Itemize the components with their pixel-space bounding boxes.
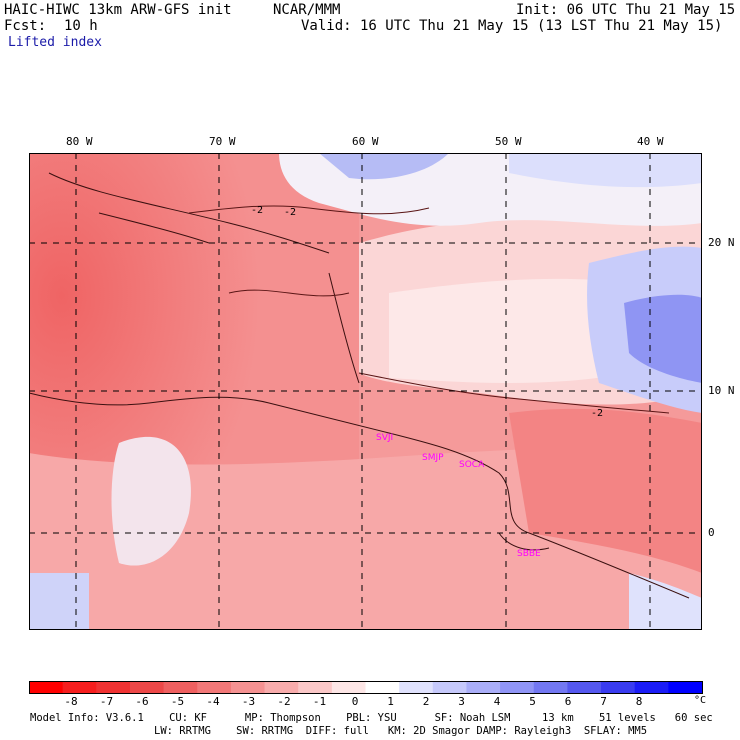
lat-label-20n: 20 N xyxy=(708,236,735,249)
org-label: NCAR/MMM xyxy=(273,2,341,18)
colorbar-swatch xyxy=(331,681,366,694)
colorbar-swatch xyxy=(230,681,266,694)
field-north-lightblue xyxy=(509,153,702,188)
colorbar-swatch xyxy=(466,681,501,694)
field-central-pale xyxy=(389,278,629,383)
model-title: HAIC-HIWC 13km ARW-GFS init xyxy=(4,2,232,18)
colorbar-tick-label: -1 xyxy=(312,695,327,708)
field-southeast xyxy=(509,408,702,573)
colorbar-swatch xyxy=(163,681,198,694)
colorbar-tick-label: -5 xyxy=(170,695,185,708)
coastline-lesser-antilles xyxy=(328,272,360,384)
lon-label-50w: 50 W xyxy=(495,135,522,148)
map-frame xyxy=(29,153,702,630)
lon-label-80w: 80 W xyxy=(66,135,93,148)
colorbar-swatch xyxy=(500,681,535,694)
colorbar-tick-label: -4 xyxy=(206,695,220,708)
colorbar-tick-label: 7 xyxy=(600,695,607,708)
colorbar-swatch xyxy=(96,681,131,694)
colorbar-tick-label: -3 xyxy=(241,695,256,708)
lon-label-70w: 70 W xyxy=(209,135,236,148)
forecast-label: Fcst: xyxy=(4,18,47,34)
colorbar-tick-label: 8 xyxy=(635,695,643,708)
colorbar-swatch xyxy=(365,681,400,694)
lon-label-40w: 40 W xyxy=(637,135,664,148)
colorbar-tick-label: 3 xyxy=(458,695,465,708)
station-smjp: SMJP xyxy=(422,453,444,463)
model-info-line1: Model Info: V3.6.1 CU: KF MP: Thompson P… xyxy=(30,712,713,724)
lifted-index-map: -2 -2 -2 SVJI SMJP SOCA SBBE xyxy=(29,153,702,630)
colorbar-tick-label: 2 xyxy=(422,695,430,708)
colorbar-swatch xyxy=(264,681,299,694)
contour-label-left: -2 xyxy=(251,205,263,216)
contour-lines xyxy=(188,205,670,414)
colorbar-swatch xyxy=(567,681,602,694)
colorbar-swatch xyxy=(668,681,703,694)
lat-label-equator: 0 xyxy=(708,526,715,539)
init-time: Init: 06 UTC Thu 21 May 15 xyxy=(516,2,736,18)
colorbar-swatch xyxy=(298,681,333,694)
colorbar-swatch xyxy=(62,681,97,694)
coastline-hispaniola xyxy=(98,212,210,244)
colorbar-swatch xyxy=(432,681,467,694)
field-andes-pale xyxy=(111,436,191,566)
colorbar-unit: °C xyxy=(694,695,707,706)
station-svji: SVJI xyxy=(376,433,393,443)
colorbar-swatch xyxy=(601,681,636,694)
colorbar-swatch xyxy=(29,681,64,694)
graticule xyxy=(29,153,702,630)
lat-label-10n: 10 N xyxy=(708,384,735,397)
station-soca: SOCA xyxy=(459,460,485,470)
lon-label-60w: 60 W xyxy=(352,135,379,148)
colorbar-swatch xyxy=(634,681,669,694)
colorbar-tick-label: -8 xyxy=(64,695,78,708)
contour-label-south: -2 xyxy=(591,408,603,419)
colorbar-tick-label: 1 xyxy=(387,695,394,708)
colorbar-tick-label: 5 xyxy=(529,695,536,708)
colorbar-swatch xyxy=(197,681,232,694)
colorbar-swatch xyxy=(533,681,568,694)
contour-label-right: -2 xyxy=(284,207,296,218)
colorbar-tick-label: 0 xyxy=(351,695,359,708)
colorbar-tick-label: -2 xyxy=(277,695,291,708)
colorbar-tick-label: 4 xyxy=(493,695,501,708)
field-east-core xyxy=(624,294,702,383)
field-north-blue xyxy=(319,153,449,180)
coastline-south-america-north xyxy=(29,392,690,599)
colorbar-tick-label: -7 xyxy=(99,695,114,708)
colorbar-swatch xyxy=(129,681,165,694)
valid-time: Valid: 16 UTC Thu 21 May 15 (13 LST Thu … xyxy=(301,18,723,34)
colorbar-tick-label: -6 xyxy=(135,695,149,708)
station-sbbe: SBBE xyxy=(517,549,541,559)
model-info-line2: LW: RRTMG SW: RRTMG DIFF: full KM: 2D Sm… xyxy=(154,725,648,737)
coastline-amazon-mouth xyxy=(498,532,550,551)
forecast-hour: 10 h xyxy=(64,18,98,34)
colorbar xyxy=(29,681,703,694)
colorbar-swatch xyxy=(399,681,434,694)
colorbar-tick-label: 6 xyxy=(564,695,572,708)
field-southeast-blue xyxy=(629,573,702,630)
field-southwest-blue xyxy=(29,573,89,630)
field-name: Lifted index xyxy=(8,35,102,50)
